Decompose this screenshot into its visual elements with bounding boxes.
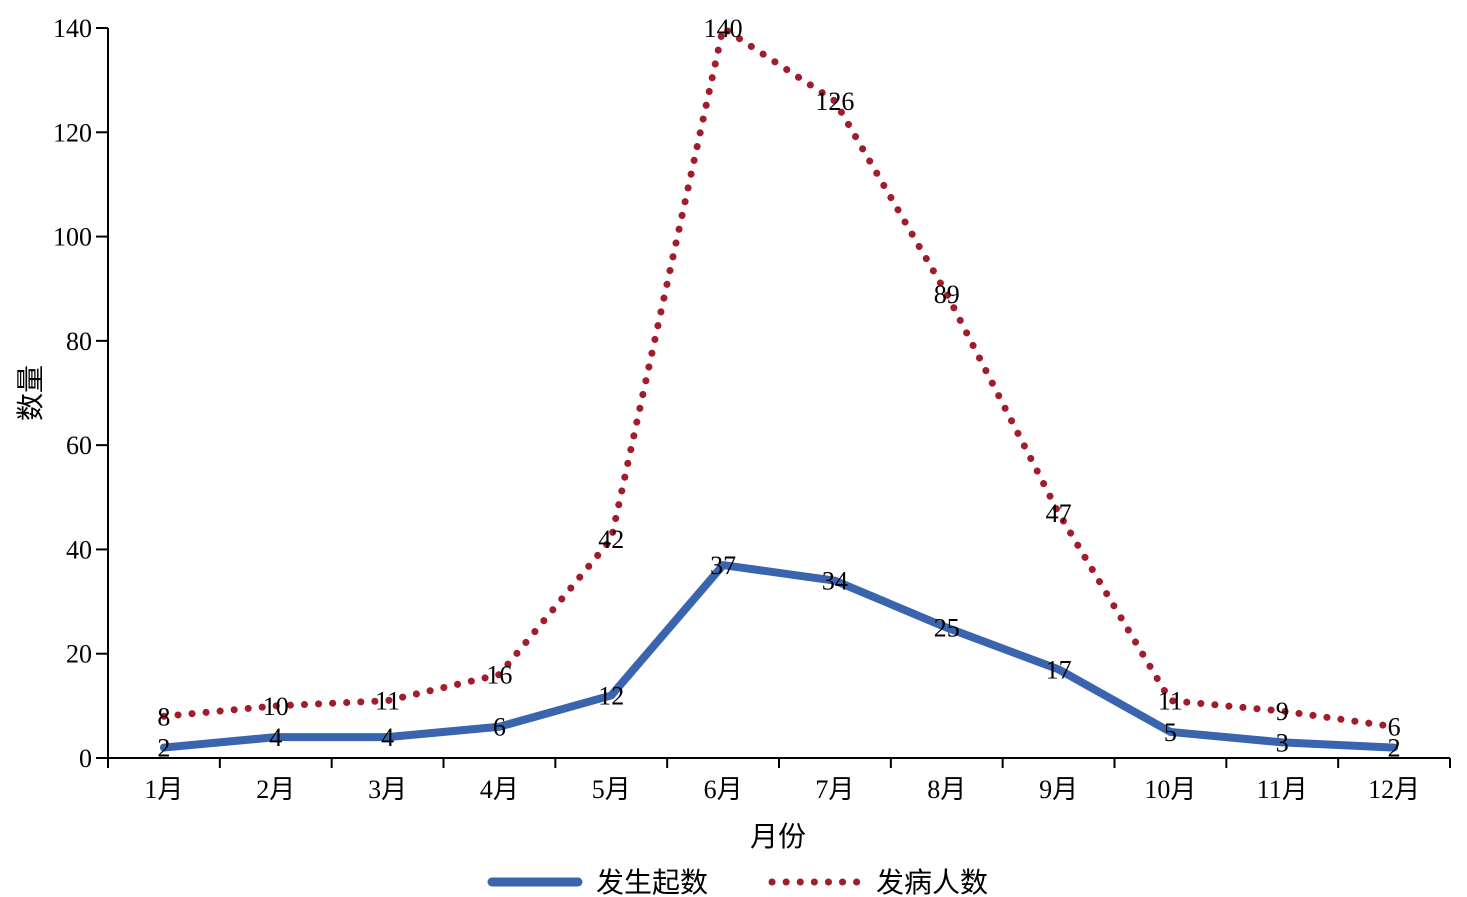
data-label-series-2: 16 xyxy=(486,661,512,690)
data-label-series-1: 34 xyxy=(822,567,848,596)
x-tick-label: 4月 xyxy=(480,775,519,804)
data-label-series-2: 140 xyxy=(704,14,743,43)
legend: 发生起数 发病人数 xyxy=(487,866,988,897)
data-label-series-1: 25 xyxy=(934,614,960,643)
x-tick-label: 8月 xyxy=(927,775,966,804)
data-label-series-1: 2 xyxy=(1388,734,1401,763)
y-tick-label: 140 xyxy=(53,14,92,43)
data-label-series-1: 37 xyxy=(710,551,736,580)
data-labels: 2 4 4 6 12 37 34 25 17 5 3 2 8 10 11 16 42 140 126 89 47 11 9 6 xyxy=(157,14,1400,763)
data-label-series-1: 5 xyxy=(1164,718,1177,747)
data-label-series-1: 2 xyxy=(157,734,170,763)
data-label-series-2: 126 xyxy=(815,87,854,116)
y-tick-label: 120 xyxy=(53,118,92,147)
data-label-series-1: 12 xyxy=(598,681,624,710)
legend-label-series-2: 发病人数 xyxy=(876,866,988,897)
data-label-series-1: 6 xyxy=(493,713,506,742)
y-ticks: 0 20 40 60 80 100 120 140 xyxy=(53,14,108,773)
x-ticks: 1月 2月 3月 4月 5月 6月 7月 8月 9月 10月 11月 12月 xyxy=(107,758,1451,804)
y-tick-label: 100 xyxy=(53,223,92,252)
axes xyxy=(107,28,1450,759)
data-label-series-2: 11 xyxy=(1158,687,1183,716)
data-label-series-2: 11 xyxy=(375,687,400,716)
y-tick-label: 80 xyxy=(66,327,92,356)
x-axis-title: 月份 xyxy=(750,820,806,853)
x-tick-label: 1月 xyxy=(144,775,183,804)
data-label-series-2: 89 xyxy=(934,280,960,309)
x-tick-label: 3月 xyxy=(368,775,407,804)
series-line-1 xyxy=(159,561,1399,752)
y-tick-label: 40 xyxy=(66,535,92,564)
x-tick-label: 7月 xyxy=(815,775,854,804)
data-label-series-1: 4 xyxy=(269,723,282,752)
data-label-series-1: 3 xyxy=(1276,728,1289,757)
x-tick-label: 10月 xyxy=(1144,775,1196,804)
data-label-series-2: 6 xyxy=(1388,713,1401,742)
series-lines xyxy=(159,24,1399,752)
y-tick-label: 20 xyxy=(66,640,92,669)
x-tick-label: 2月 xyxy=(256,775,295,804)
data-label-series-1: 4 xyxy=(381,723,394,752)
data-label-series-2: 42 xyxy=(598,525,624,554)
x-tick-label: 11月 xyxy=(1257,775,1308,804)
series-line-2 xyxy=(160,24,1398,731)
data-label-series-1: 17 xyxy=(1046,655,1072,684)
y-tick-label: 60 xyxy=(66,431,92,460)
x-tick-label: 12月 xyxy=(1368,775,1420,804)
y-tick-label: 0 xyxy=(79,744,92,773)
x-tick-label: 6月 xyxy=(704,775,743,804)
data-label-series-2: 9 xyxy=(1276,697,1289,726)
x-tick-label: 5月 xyxy=(592,775,631,804)
data-label-series-2: 8 xyxy=(157,702,170,731)
legend-label-series-1: 发生起数 xyxy=(596,866,708,897)
y-axis-title: 数量 xyxy=(14,365,47,421)
data-label-series-2: 47 xyxy=(1046,499,1072,528)
x-tick-label: 9月 xyxy=(1039,775,1078,804)
data-label-series-2: 10 xyxy=(263,692,289,721)
